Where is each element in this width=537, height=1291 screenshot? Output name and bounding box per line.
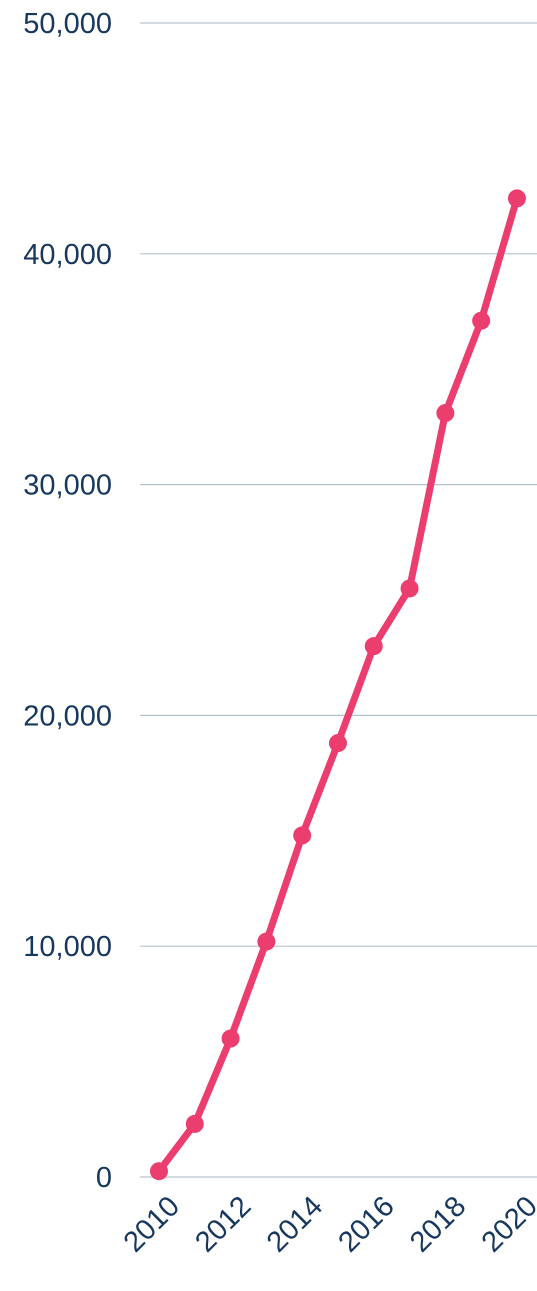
x-tick-label: 2018	[404, 1190, 472, 1258]
data-point	[507, 189, 526, 208]
y-tick-label: 30,000	[23, 470, 112, 502]
x-tick-label: 2010	[118, 1190, 186, 1258]
y-tick-label: 20,000	[23, 700, 112, 732]
data-point	[293, 826, 312, 845]
series-line	[156, 197, 521, 1174]
data-point	[221, 1029, 240, 1048]
data-point	[185, 1114, 204, 1133]
data-point	[257, 932, 276, 951]
data-point	[436, 404, 455, 423]
y-tick-label: 40,000	[23, 239, 112, 271]
data-point	[472, 311, 491, 330]
data-point	[364, 637, 383, 656]
x-tick-label: 2012	[189, 1190, 257, 1258]
y-tick-label: 50,000	[23, 8, 112, 40]
data-point	[328, 734, 347, 753]
data-point	[400, 579, 419, 598]
x-tick-label: 2014	[261, 1190, 329, 1258]
y-tick-label: 0	[96, 1162, 112, 1194]
x-tick-label: 2016	[332, 1190, 400, 1258]
data-point	[149, 1162, 168, 1181]
y-tick-label: 10,000	[23, 931, 112, 963]
x-tick-label: 2020	[476, 1190, 537, 1258]
